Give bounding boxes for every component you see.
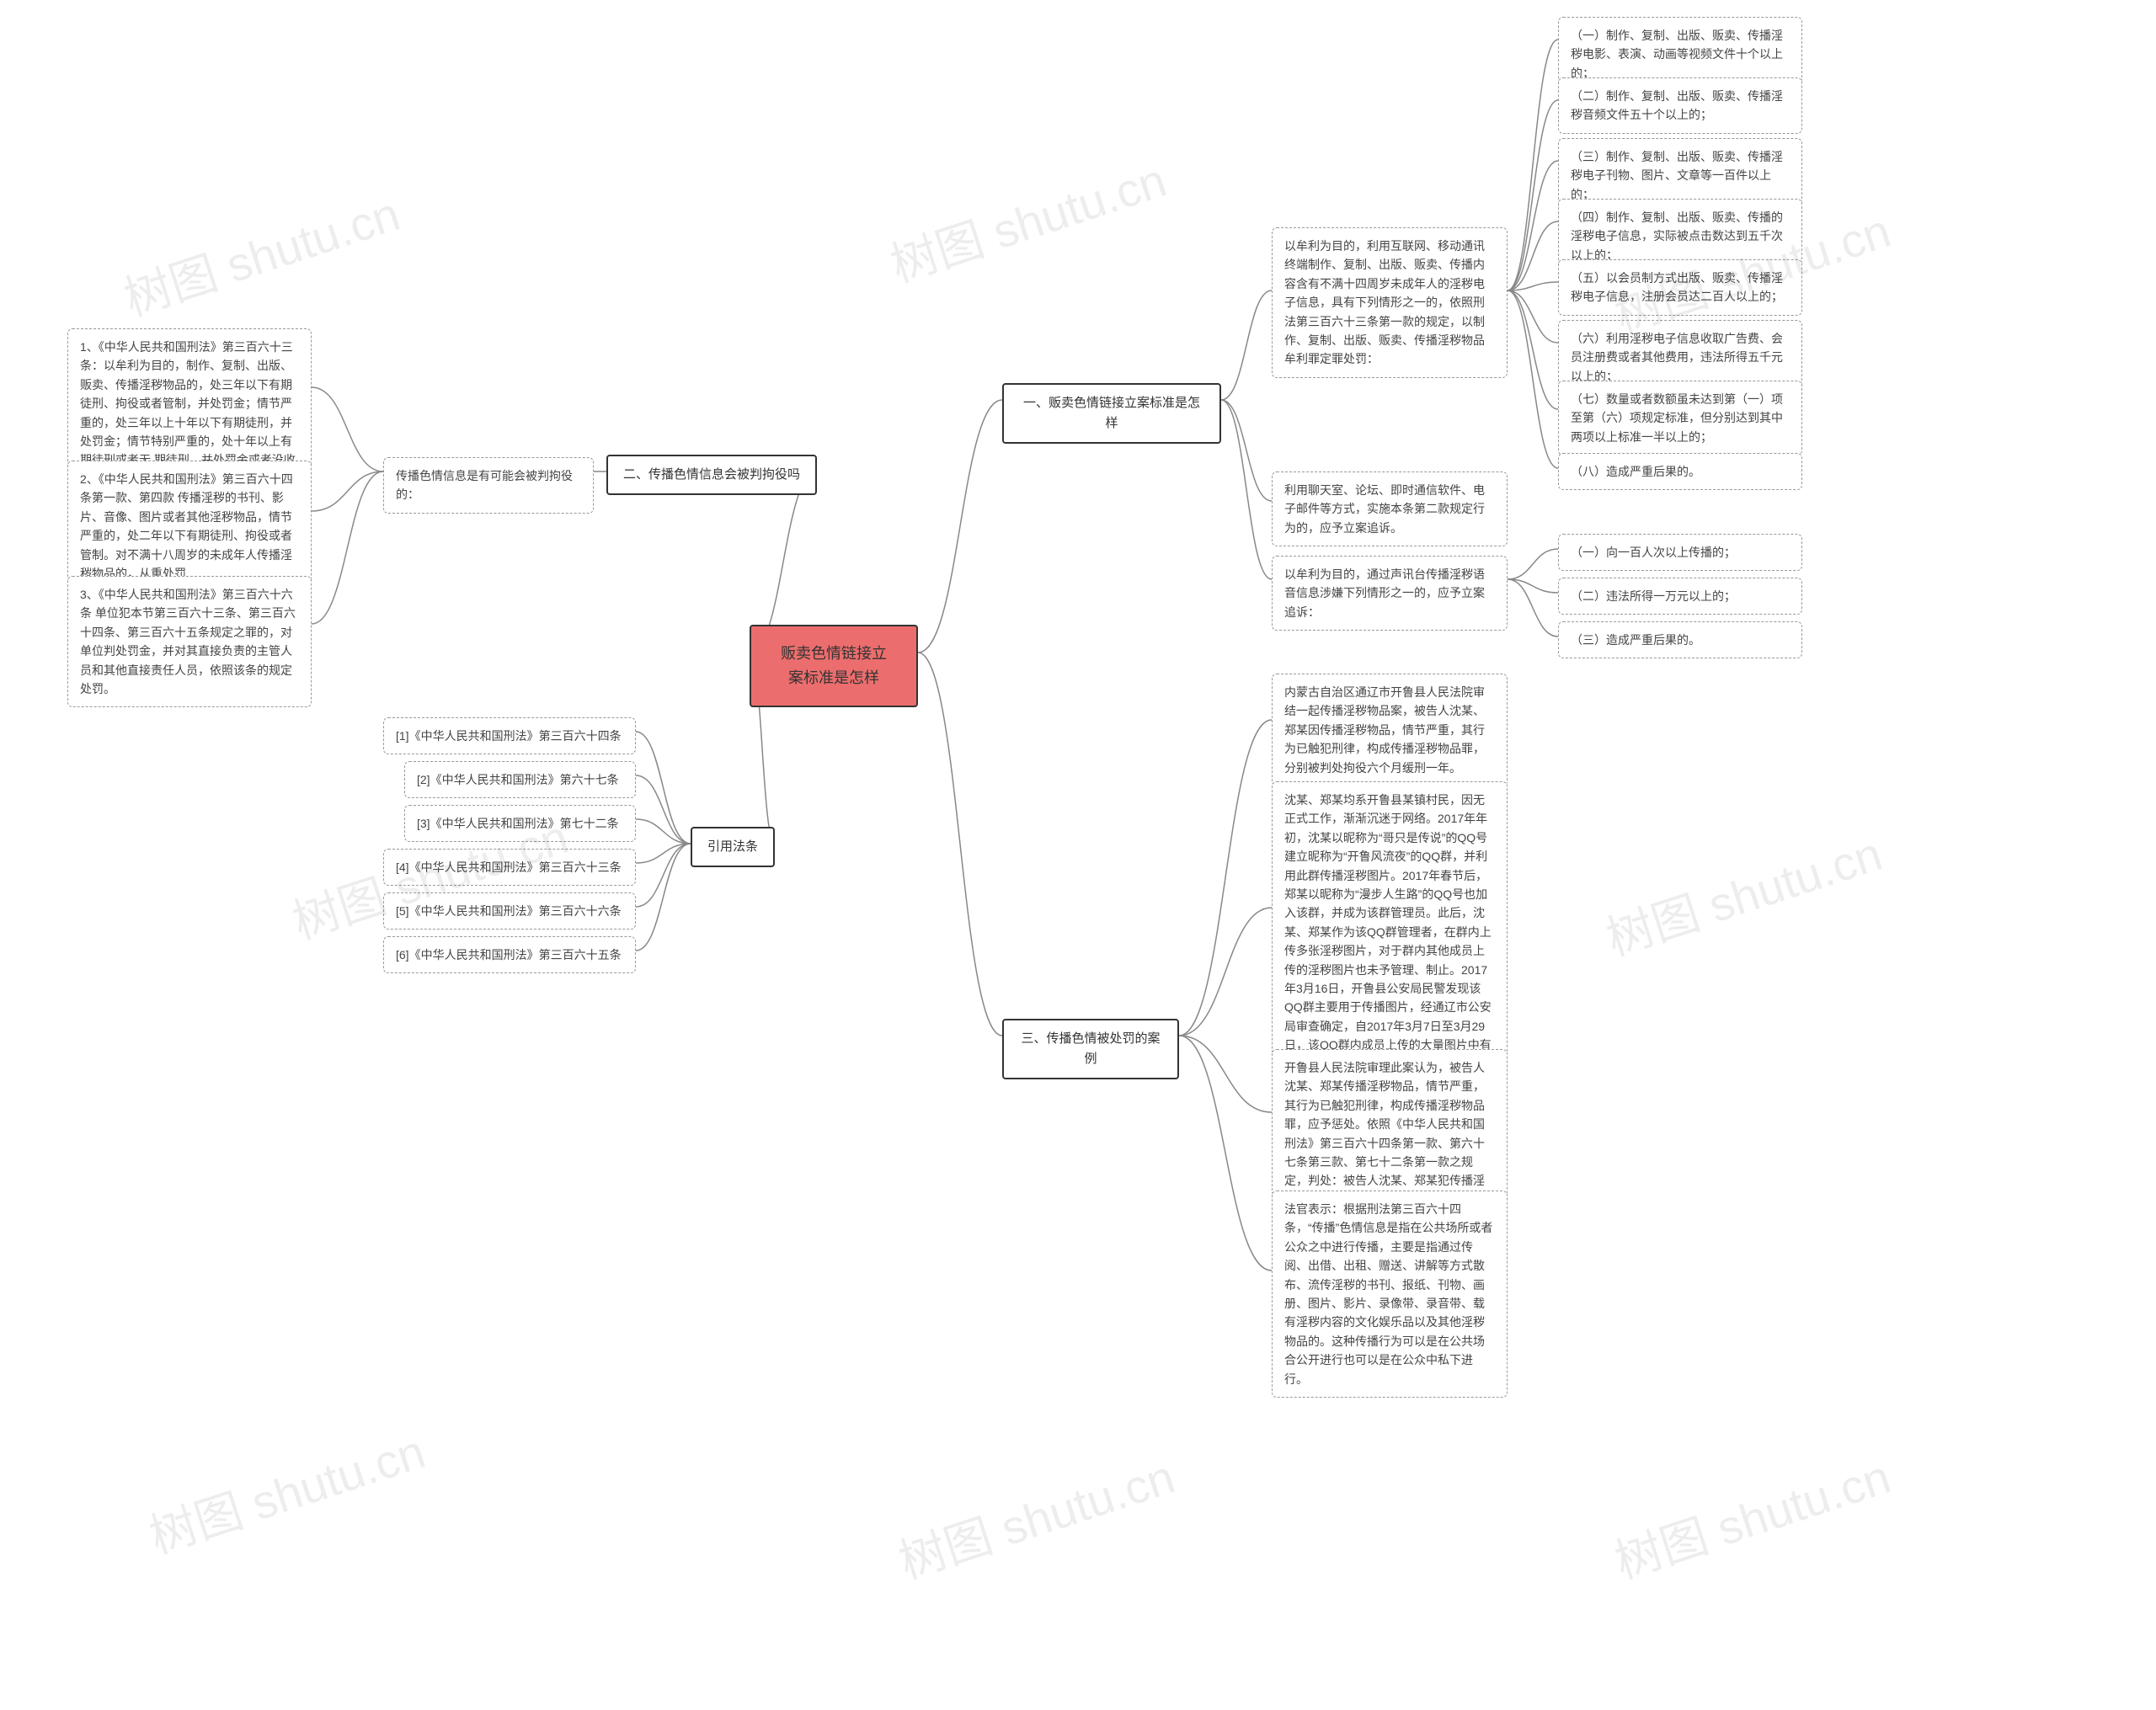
leaf-node: 3、《中华人民共和国刑法》第三百六十六条 单位犯本节第三百六十三条、第三百六十四… xyxy=(67,576,312,707)
leaf-node: [2]《中华人民共和国刑法》第六十七条 xyxy=(404,761,636,798)
leaf-node: 2、《中华人民共和国刑法》第三百六十四条第一款、第四款 传播淫秽的书刊、影片、音… xyxy=(67,461,312,592)
leaf-node: （八）造成严重后果的。 xyxy=(1558,453,1802,490)
branch-node: 三、传播色情被处罚的案例 xyxy=(1002,1019,1179,1079)
center-node: 贩卖色情链接立案标准是怎样 xyxy=(750,625,918,707)
leaf-node: 以牟利为目的，通过声讯台传播淫秽语音信息涉嫌下列情形之一的，应予立案追诉： xyxy=(1272,556,1508,631)
leaf-node: [1]《中华人民共和国刑法》第三百六十四条 xyxy=(383,717,636,754)
leaf-node: 传播色情信息是有可能会被判拘役的： xyxy=(383,457,594,514)
leaf-node: 以牟利为目的，利用互联网、移动通讯终端制作、复制、出版、贩卖、传播内容含有不满十… xyxy=(1272,227,1508,378)
leaf-node: （七）数量或者数额虽未达到第（一）项至第（六）项规定标准，但分别达到其中两项以上… xyxy=(1558,381,1802,455)
leaf-node: [4]《中华人民共和国刑法》第三百六十三条 xyxy=(383,849,636,886)
leaf-node: 法官表示：根据刑法第三百六十四条，“传播”色情信息是指在公共场所或者公众之中进行… xyxy=(1272,1191,1508,1398)
branch-node: 一、贩卖色情链接立案标准是怎样 xyxy=(1002,383,1221,444)
leaf-node: [5]《中华人民共和国刑法》第三百六十六条 xyxy=(383,892,636,930)
leaf-node: [3]《中华人民共和国刑法》第七十二条 xyxy=(404,805,636,842)
leaf-node: （二）制作、复制、出版、贩卖、传播淫秽音频文件五十个以上的； xyxy=(1558,77,1802,134)
leaf-node: （三）造成严重后果的。 xyxy=(1558,621,1802,658)
leaf-node: （二）违法所得一万元以上的； xyxy=(1558,578,1802,615)
leaf-node: （一）向一百人次以上传播的； xyxy=(1558,534,1802,571)
leaf-node: 利用聊天室、论坛、即时通信软件、电子邮件等方式，实施本条第二款规定行为的，应予立… xyxy=(1272,471,1508,546)
leaf-node: 内蒙古自治区通辽市开鲁县人民法院审结一起传播淫秽物品案，被告人沈某、郑某因传播淫… xyxy=(1272,674,1508,786)
leaf-node: （五）以会员制方式出版、贩卖、传播淫秽电子信息，注册会员达二百人以上的； xyxy=(1558,259,1802,316)
leaf-node: [6]《中华人民共和国刑法》第三百六十五条 xyxy=(383,936,636,973)
branch-node: 二、传播色情信息会被判拘役吗 xyxy=(606,455,817,495)
branch-node: 引用法条 xyxy=(691,827,775,867)
